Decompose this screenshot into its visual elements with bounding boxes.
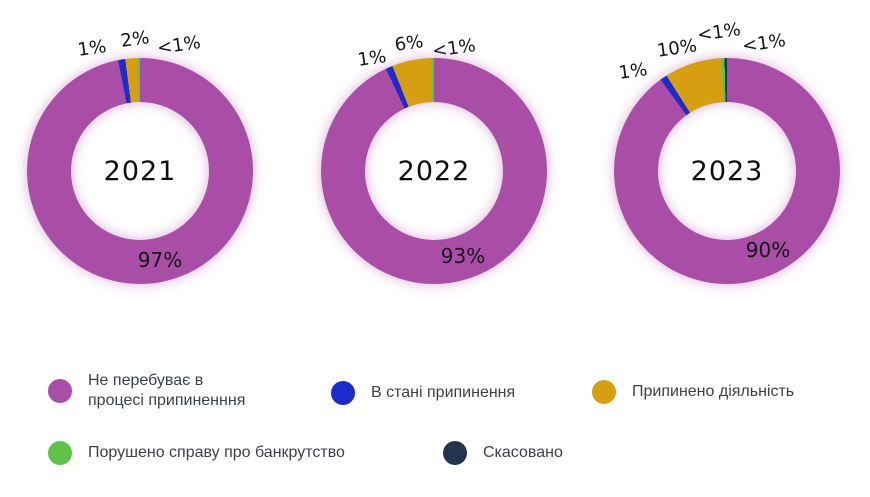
- legend-item-terminated: Припинено діяльність: [592, 380, 794, 404]
- slice-callout-not-in-termination: 90%: [745, 238, 791, 262]
- legend-item-bankruptcy: Порушено справу про банкрутство: [48, 441, 345, 465]
- legend-item-not-in-termination: Не перебуває в процесі припиненння: [48, 371, 245, 411]
- legend-item-cancelled: Скасовано: [443, 441, 563, 465]
- donut-chart-2021: 1% 2% <1% 2021 97%: [15, 0, 265, 330]
- legend-item-in-termination: В стані припинення: [331, 381, 515, 405]
- legend-dot-blue: [331, 381, 355, 405]
- legend-label: Порушено справу про банкрутство: [88, 444, 345, 461]
- year-label: 2021: [103, 155, 177, 187]
- legend-label: Скасовано: [483, 444, 563, 461]
- legend-label: В стані припинення: [371, 384, 516, 401]
- donut-hole-2021: 2021: [71, 102, 209, 240]
- legend-dot-navy: [443, 441, 467, 465]
- donut-ring-2021: 2021: [27, 58, 253, 284]
- legend-label: Припинено діяльність: [632, 383, 795, 400]
- slice-callout-terminated: 10%: [655, 35, 699, 62]
- slice-callout-terminated: 2%: [119, 27, 151, 52]
- donut-chart-2022: 1% 6% <1% 2022 93%: [309, 0, 559, 330]
- slice-callout-in-termination: 1%: [617, 59, 649, 84]
- slice-callout-bankruptcy: <1%: [695, 19, 743, 46]
- slice-callout-in-termination: 1%: [76, 36, 108, 61]
- year-label: 2022: [397, 155, 471, 187]
- slice-callout-not-in-termination: 93%: [440, 244, 486, 268]
- legend-label: Не перебуває в процесі припиненння: [88, 372, 246, 409]
- slice-callout-bankruptcy: <1%: [155, 32, 203, 59]
- slice-callout-in-termination: 1%: [356, 46, 388, 71]
- donut-ring-2023: 2023: [614, 58, 840, 284]
- donut-chart-2023: 1% 10% <1% <1% 2023 90%: [602, 0, 852, 330]
- donut-ring-2022: 2022: [321, 58, 547, 284]
- slice-callout-cancelled: <1%: [740, 30, 788, 57]
- slice-callout-terminated: 6%: [393, 31, 425, 56]
- donut-hole-2022: 2022: [365, 102, 503, 240]
- legend-dot-orange: [592, 380, 616, 404]
- legend-dot-purple: [48, 379, 72, 403]
- year-label: 2023: [690, 155, 764, 187]
- donut-hole-2023: 2023: [658, 102, 796, 240]
- legend-dot-green: [48, 441, 72, 465]
- slice-callout-not-in-termination: 97%: [137, 248, 183, 272]
